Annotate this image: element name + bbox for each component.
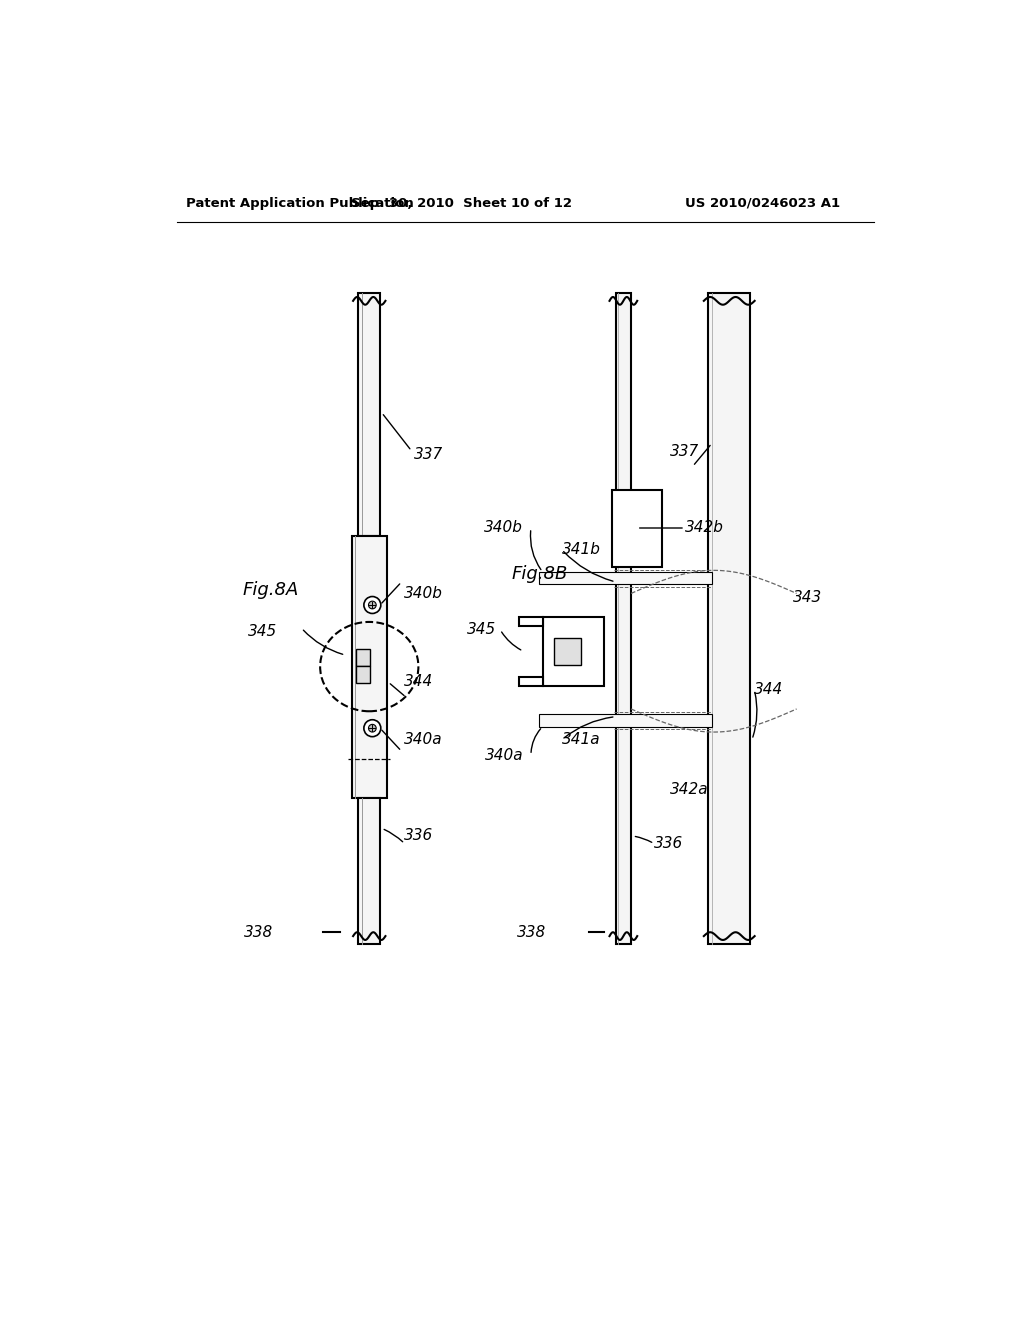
Text: 340b: 340b xyxy=(484,520,523,536)
Text: 345: 345 xyxy=(467,622,497,638)
Text: 345: 345 xyxy=(248,624,276,639)
Circle shape xyxy=(369,725,376,733)
Bar xyxy=(352,536,387,797)
Circle shape xyxy=(369,601,376,609)
Text: 343: 343 xyxy=(793,590,822,605)
Text: 340a: 340a xyxy=(484,747,523,763)
Text: 340a: 340a xyxy=(403,733,442,747)
Text: 338: 338 xyxy=(244,925,273,940)
Bar xyxy=(519,616,543,626)
Text: 344: 344 xyxy=(755,682,783,697)
Text: US 2010/0246023 A1: US 2010/0246023 A1 xyxy=(685,197,840,210)
Text: Fig.8B: Fig.8B xyxy=(512,565,568,583)
Bar xyxy=(615,293,631,944)
Text: 342a: 342a xyxy=(670,783,709,797)
Text: 342b: 342b xyxy=(685,520,724,536)
Text: 336: 336 xyxy=(403,829,433,843)
Text: 341b: 341b xyxy=(562,543,601,557)
Bar xyxy=(539,714,712,726)
Bar xyxy=(611,490,662,566)
Bar xyxy=(358,293,380,536)
Text: Fig.8A: Fig.8A xyxy=(243,581,299,598)
Circle shape xyxy=(364,719,381,737)
Bar xyxy=(519,677,543,686)
Text: 336: 336 xyxy=(654,836,683,851)
Text: 338: 338 xyxy=(517,925,547,940)
Bar xyxy=(358,797,380,944)
Bar xyxy=(708,293,751,944)
Bar xyxy=(356,649,370,665)
Text: 337: 337 xyxy=(670,444,698,458)
Text: Sep. 30, 2010  Sheet 10 of 12: Sep. 30, 2010 Sheet 10 of 12 xyxy=(351,197,572,210)
Bar xyxy=(539,572,712,585)
Bar xyxy=(543,616,604,686)
Text: 340b: 340b xyxy=(403,586,442,601)
Circle shape xyxy=(364,597,381,614)
Text: 337: 337 xyxy=(414,447,443,462)
Text: 341a: 341a xyxy=(562,733,600,747)
Text: Patent Application Publication: Patent Application Publication xyxy=(186,197,414,210)
Bar xyxy=(554,638,581,665)
Text: 344: 344 xyxy=(403,675,433,689)
Bar xyxy=(356,665,370,682)
